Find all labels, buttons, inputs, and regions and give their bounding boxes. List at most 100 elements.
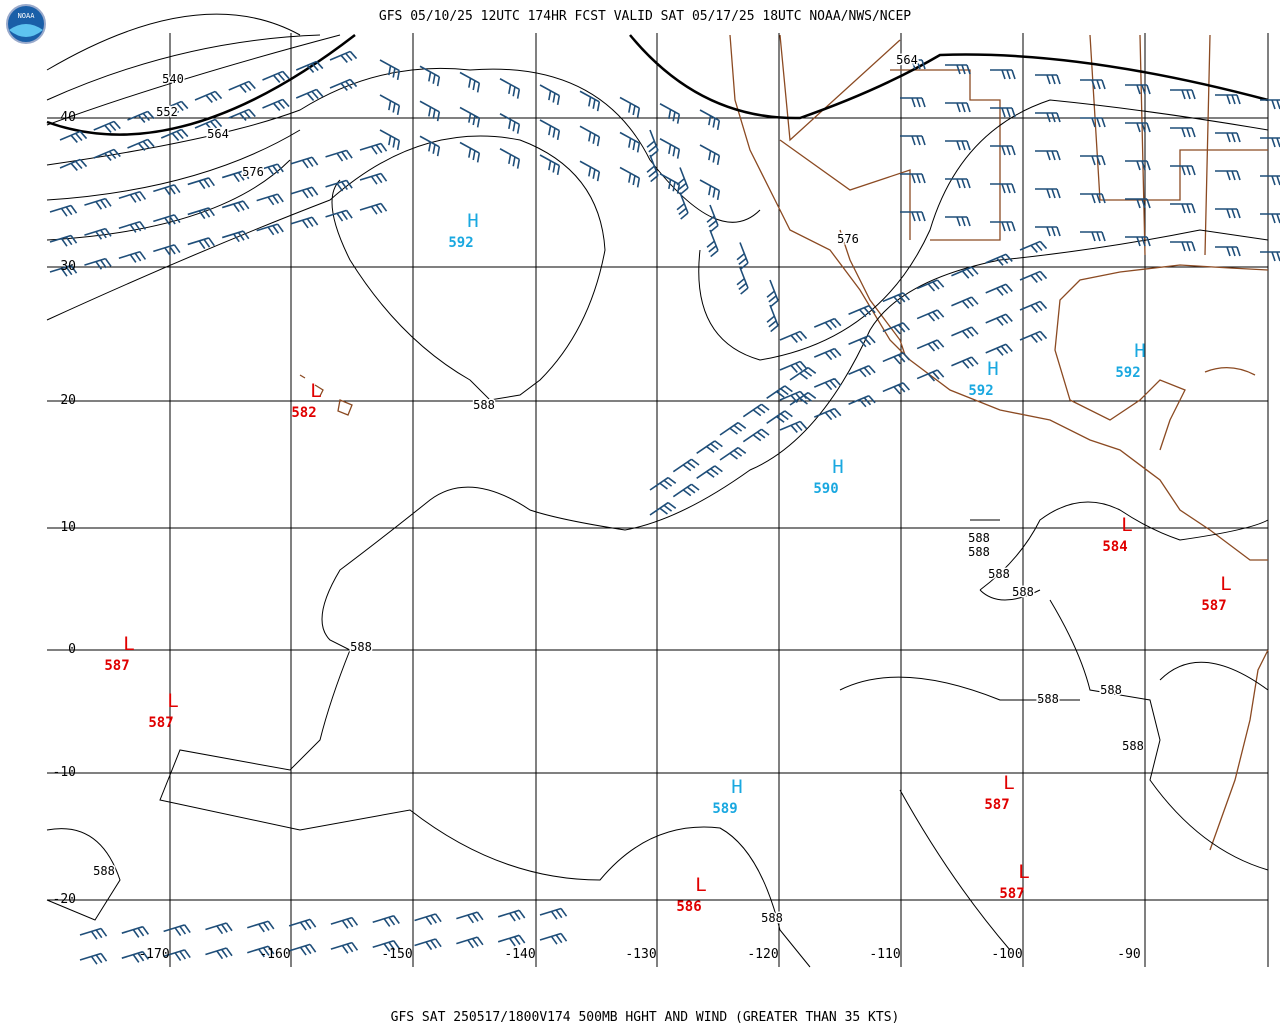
wind-barb (359, 202, 388, 215)
wind-barb (329, 78, 358, 91)
wind-barb (49, 264, 78, 277)
wind-barb (379, 129, 401, 151)
center-letter: L (1121, 514, 1132, 536)
contour-label: 588 (1012, 585, 1034, 599)
wind-barb (1125, 198, 1151, 209)
center-letter: L (1220, 573, 1231, 595)
latitude-label: 20 (60, 393, 76, 408)
center-value: 592 (1115, 365, 1140, 381)
wind-barb (539, 154, 561, 176)
wind-barb (779, 420, 808, 433)
wind-barb (414, 913, 442, 926)
wind-barb (676, 167, 689, 195)
wind-barb (696, 440, 723, 454)
wind-barb (290, 186, 319, 199)
wind-barb (1019, 330, 1048, 343)
wind-barb (121, 950, 150, 963)
wind-barb (813, 407, 842, 421)
center-value: 587 (999, 886, 1024, 902)
center-value: 582 (291, 405, 316, 421)
wind-barb (79, 952, 108, 965)
wind-barb (359, 142, 388, 155)
wind-barb (79, 927, 108, 940)
wind-barb (187, 207, 215, 220)
wind-barb (916, 369, 945, 382)
wind-barb (945, 102, 971, 113)
wind-barb (160, 100, 189, 113)
wind-barb (579, 160, 601, 182)
coastlines (299, 34, 1269, 851)
wind-barb (900, 59, 926, 70)
longitude-label: -170 (138, 947, 169, 962)
center-value: 589 (712, 801, 737, 817)
wind-barb (194, 118, 223, 131)
wind-barb (779, 360, 808, 373)
wind-barb (719, 421, 747, 436)
wind-barb (153, 244, 181, 256)
wind-barbs (49, 50, 1280, 965)
contour-label: 540 (162, 72, 184, 86)
center-letter: H (731, 776, 742, 798)
wind-barb (619, 96, 641, 118)
wind-barb (951, 356, 979, 369)
wind-barb (766, 279, 779, 308)
wind-barb (459, 106, 481, 128)
wind-barb (985, 343, 1013, 356)
wind-barb (1215, 132, 1241, 143)
latitude-label: 0 (68, 642, 76, 657)
center-value: 584 (1102, 539, 1127, 555)
wind-barb (649, 501, 677, 516)
wind-barb (497, 934, 526, 947)
wind-barb (990, 183, 1016, 194)
wind-barb (256, 193, 284, 206)
caption: GFS SAT 250517/1800V174 500MB HGHT AND W… (391, 1010, 900, 1024)
wind-barb (379, 94, 401, 116)
wind-barb (295, 88, 324, 101)
wind-barb (916, 309, 945, 322)
wind-barb (93, 148, 121, 161)
wind-barb (676, 192, 689, 220)
wind-barb (1019, 270, 1048, 283)
center-letter: L (167, 690, 178, 712)
wind-barb (379, 59, 401, 81)
wind-barb (736, 242, 749, 270)
wind-barb (1215, 246, 1241, 257)
contour-label: 588 (968, 545, 990, 559)
wind-barb (459, 71, 481, 93)
wind-barb (84, 257, 112, 270)
wind-barb (882, 322, 910, 335)
wind-barb (951, 296, 979, 309)
center-letter: H (987, 358, 998, 380)
wind-barb (882, 382, 910, 395)
wind-barb (659, 173, 681, 194)
wind-barb (779, 330, 808, 343)
center-value: 587 (104, 658, 129, 674)
contour-label: 588 (93, 864, 115, 878)
contour-label: 588 (1122, 739, 1144, 753)
wind-barb (221, 170, 250, 183)
contour-label: 552 (156, 105, 178, 119)
wind-barb (160, 128, 189, 141)
wind-barb (499, 113, 521, 134)
wind-barb (985, 313, 1013, 326)
wind-barb (579, 90, 601, 112)
wind-barb (1170, 89, 1196, 100)
contour-label: 576 (837, 232, 859, 246)
center-letter: H (832, 456, 843, 478)
wind-barb (706, 204, 719, 233)
center-letter: L (123, 633, 134, 655)
wind-barb (1080, 79, 1106, 90)
contour-label: 576 (242, 165, 264, 179)
labels: 40 30 20 10 0 -10 -20 -170 -160 -150 -140 -130 -120 -… (53, 52, 1232, 963)
wind-barb (1260, 251, 1280, 262)
center-value: 587 (1201, 598, 1226, 614)
center-letter: L (1003, 772, 1014, 794)
wind-barb (419, 135, 441, 157)
wind-barb (1215, 170, 1241, 181)
wind-barb (1080, 231, 1106, 242)
wind-barb (848, 334, 876, 348)
wind-barb (1125, 160, 1151, 171)
wind-barb (288, 918, 317, 931)
wind-barb (247, 920, 275, 933)
wind-barb (1170, 127, 1196, 138)
